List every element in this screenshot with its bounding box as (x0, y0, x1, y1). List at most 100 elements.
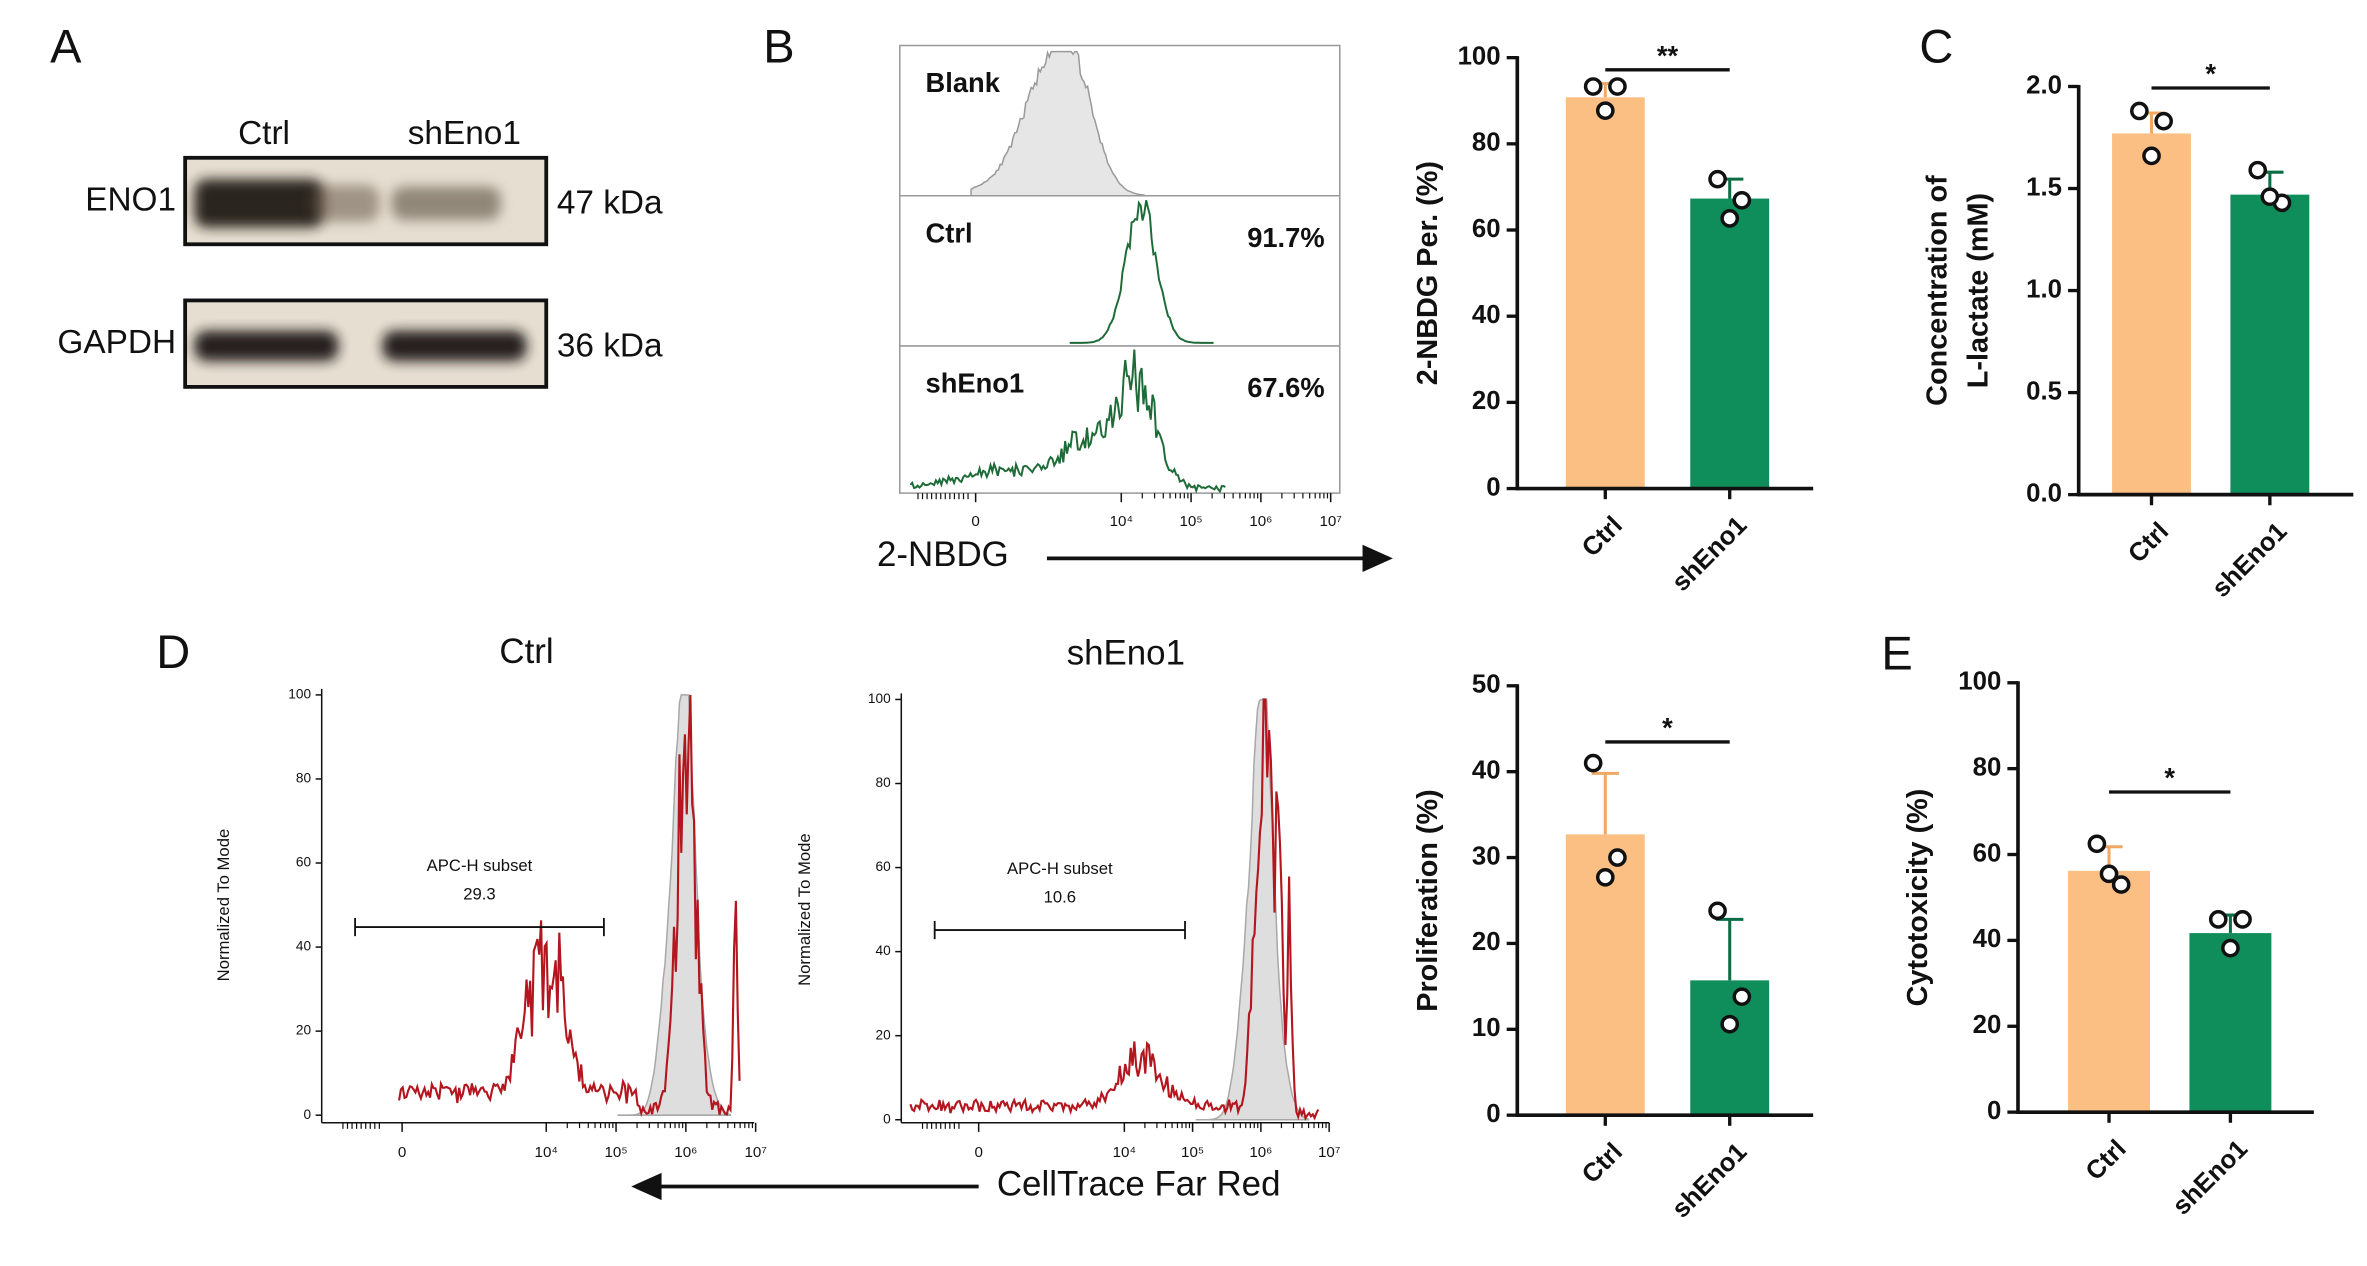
y-axis-title: L-lactate (mM) (1963, 193, 1995, 388)
y-tick-label: 40 (1472, 301, 1501, 329)
plot-title: shEno1 (1067, 634, 1185, 673)
lane-label: shEno1 (408, 115, 521, 152)
x-tick-label: 10⁷ (744, 1144, 766, 1161)
x-tick-label: Ctrl (1577, 511, 1628, 562)
y-tick-label: 20 (875, 1027, 891, 1042)
x-tick-label: 10⁶ (674, 1144, 697, 1161)
gate-value: 67.6% (1247, 372, 1324, 403)
y-tick-label: 50 (1472, 671, 1501, 699)
x-tick-label: 10⁷ (1318, 1144, 1340, 1161)
x-tick-label: 10⁵ (604, 1144, 627, 1161)
data-point (2154, 111, 2173, 131)
y-tick-label: 0 (1486, 473, 1500, 501)
y-tick-label: 1.0 (2026, 275, 2062, 303)
data-point (1708, 901, 1727, 921)
y-axis-title: Normalized To Mode (795, 833, 814, 986)
y-tick-label: 20 (1973, 1011, 2002, 1039)
y-tick-label: 20 (296, 1023, 312, 1038)
y-tick-label: 100 (868, 691, 891, 706)
track-label: Blank (926, 67, 1001, 98)
lane-label: Ctrl (238, 115, 290, 152)
significance-label: ** (1657, 40, 1679, 71)
data-point (2221, 938, 2240, 958)
histogram-curve (909, 698, 1320, 1122)
significance-label: * (2164, 762, 2175, 793)
data-point (1608, 848, 1627, 867)
panel-label: E (1881, 626, 1912, 679)
y-tick-label: 0 (1486, 1100, 1500, 1128)
y-axis-title: Cytotoxicity (%) (1902, 789, 1934, 1007)
y-tick-label: 100 (1458, 42, 1501, 70)
x-axis-title: 2-NBDG (877, 535, 1009, 574)
band (382, 330, 527, 362)
y-tick-label: 0.0 (2026, 479, 2062, 507)
y-tick-label: 60 (1973, 839, 2002, 867)
y-tick-label: 80 (875, 775, 891, 790)
histogram-curve (970, 49, 1145, 197)
data-point (1720, 1014, 1740, 1034)
y-tick-label: 60 (875, 859, 891, 874)
y-tick-label: 80 (1472, 129, 1501, 157)
y-tick-label: 2.0 (2026, 71, 2062, 99)
data-point (1608, 77, 1627, 96)
x-tick-label: 10⁵ (1181, 1144, 1204, 1161)
data-point (1595, 101, 1615, 120)
y-tick-label: 30 (1472, 842, 1501, 870)
x-tick-label: Ctrl (1577, 1138, 1628, 1189)
x-tick-label: 0 (974, 1144, 982, 1161)
x-tick-label: 0 (971, 513, 979, 530)
y-tick-label: 40 (1973, 925, 2002, 953)
data-point (1732, 190, 1752, 210)
gate-label: APC-H subset (427, 856, 533, 875)
y-tick-label: 40 (296, 939, 312, 954)
gate-value: 29.3 (463, 885, 495, 904)
y-tick-label: 10 (1472, 1014, 1501, 1042)
bar (1690, 198, 1770, 489)
gate-label: APC-H subset (1007, 859, 1113, 878)
data-point (1583, 753, 1603, 773)
panel-label: A (50, 19, 82, 72)
histogram-curve (398, 694, 741, 1117)
band (311, 185, 380, 222)
x-tick-label: 10⁶ (1249, 513, 1272, 530)
x-tick-label: 0 (398, 1144, 406, 1161)
y-axis-title: Concentration of (1922, 175, 1954, 406)
x-tick-label: 10⁴ (535, 1144, 558, 1161)
histogram-curve (1195, 698, 1310, 1121)
bar (1690, 980, 1770, 1116)
y-axis-title: Normalized To Mode (214, 829, 233, 982)
y-tick-label: 0 (303, 1107, 311, 1122)
y-tick-label: 1.5 (2026, 173, 2062, 201)
arrow-head (631, 1172, 662, 1201)
band (194, 179, 324, 228)
data-point (1583, 77, 1603, 96)
x-axis-title: CellTrace Far Red (997, 1165, 1281, 1204)
histogram-curve (1069, 200, 1214, 344)
y-tick-label: 0 (1987, 1097, 2001, 1125)
y-tick-label: 80 (1973, 753, 2002, 781)
x-tick-label: Ctrl (2123, 517, 2174, 568)
y-tick-label: 60 (1472, 215, 1501, 243)
y-axis-title: Proliferation (%) (1412, 789, 1444, 1012)
y-tick-label: 40 (1472, 756, 1501, 784)
x-tick-label: 10⁶ (1249, 1144, 1272, 1161)
data-point (1720, 209, 1740, 228)
data-point (1595, 867, 1615, 887)
panel-label: D (156, 625, 190, 678)
data-point (2248, 160, 2268, 180)
data-point (1708, 169, 1727, 189)
y-tick-label: 100 (1958, 668, 2001, 696)
bar (2189, 933, 2272, 1113)
y-tick-label: 20 (1472, 928, 1501, 956)
track-label: shEno1 (926, 368, 1025, 399)
data-point (2142, 146, 2161, 166)
bar (1565, 97, 1645, 489)
size-label: 36 kDa (557, 327, 663, 364)
y-tick-label: 40 (875, 943, 891, 958)
x-tick-label: 10⁴ (1113, 1144, 1136, 1161)
y-tick-label: 0 (883, 1111, 891, 1126)
gate-value: 10.6 (1044, 888, 1076, 907)
significance-label: * (2205, 58, 2216, 89)
data-point (2260, 187, 2280, 207)
